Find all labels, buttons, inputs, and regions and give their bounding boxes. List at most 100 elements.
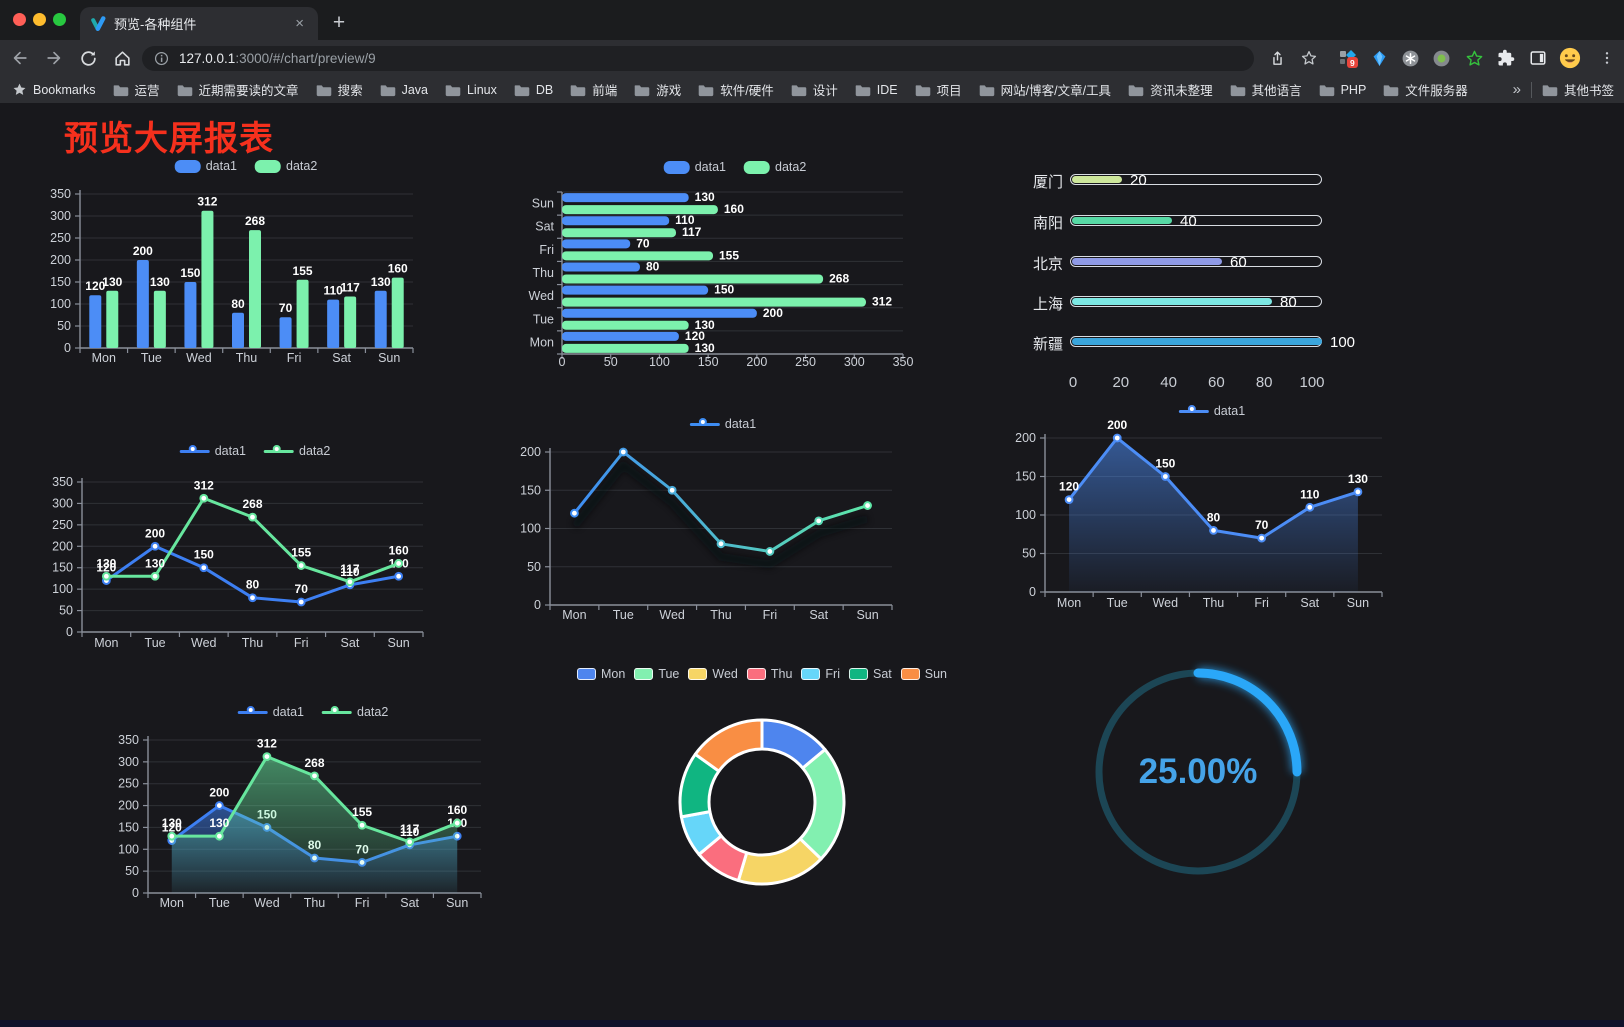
back-icon[interactable] xyxy=(6,44,34,72)
bar-data2[interactable] xyxy=(562,205,718,215)
bookmark-folder-13[interactable]: 资讯未整理 xyxy=(1128,80,1213,99)
bookmark-folder-3[interactable]: Java xyxy=(380,83,428,97)
data-point[interactable] xyxy=(150,541,160,551)
data-point[interactable] xyxy=(199,563,209,573)
bar-data2[interactable] xyxy=(344,296,357,348)
pie-slice-wed[interactable] xyxy=(736,837,823,886)
address-bar[interactable]: 127.0.0.1:3000/#/chart/preview/9 xyxy=(142,46,1254,71)
data-point[interactable] xyxy=(262,752,272,762)
data-point[interactable] xyxy=(214,801,224,810)
extension-dot-icon[interactable] xyxy=(1428,45,1454,71)
data-point[interactable] xyxy=(570,508,579,518)
share-icon[interactable] xyxy=(1264,45,1290,71)
legend-item-wed[interactable]: Wed xyxy=(688,667,738,681)
data-point[interactable] xyxy=(1209,526,1218,535)
legend-item-mon[interactable]: Mon xyxy=(576,667,625,681)
legend-item-data1[interactable]: data1 xyxy=(174,159,237,173)
tab-close-icon[interactable]: × xyxy=(295,15,304,32)
capsule-track[interactable]: 40 xyxy=(1070,213,1322,230)
bar-data2[interactable] xyxy=(296,279,309,348)
bar-data2[interactable] xyxy=(562,274,824,284)
data-point[interactable] xyxy=(618,447,628,457)
bar-data2[interactable] xyxy=(153,290,166,348)
bar-data1[interactable] xyxy=(184,282,197,348)
other-bookmarks-folder[interactable]: 其他书签 xyxy=(1542,80,1614,99)
bar-data2[interactable] xyxy=(562,320,689,330)
bookmark-folder-7[interactable]: 游戏 xyxy=(634,80,681,99)
data-point[interactable] xyxy=(199,493,209,503)
bookmark-folder-12[interactable]: 网站/博客/文章/工具 xyxy=(979,80,1111,99)
bookmark-folder-9[interactable]: 设计 xyxy=(791,80,838,99)
zoom-window-button[interactable] xyxy=(53,13,66,26)
bookmark-folder-2[interactable]: 搜索 xyxy=(316,80,363,99)
data-point[interactable] xyxy=(765,547,775,556)
legend-item-data2[interactable]: data2 xyxy=(744,160,806,174)
extension-star-icon[interactable] xyxy=(1461,45,1487,71)
site-info-icon[interactable] xyxy=(154,51,169,66)
data-point[interactable] xyxy=(814,516,824,526)
bookmark-folder-14[interactable]: 其他语言 xyxy=(1230,80,1302,99)
bookmark-folder-4[interactable]: Linux xyxy=(445,83,497,97)
bookmark-folder-0[interactable]: 运营 xyxy=(113,80,160,99)
pie-slice-tue[interactable] xyxy=(798,748,846,861)
forward-icon[interactable] xyxy=(40,44,68,72)
data-point[interactable] xyxy=(101,571,111,581)
bar-data1[interactable] xyxy=(562,308,757,318)
bookmark-folder-6[interactable]: 前端 xyxy=(570,80,617,99)
browser-menu-icon[interactable] xyxy=(1594,45,1620,71)
legend-item-data1[interactable]: data1 xyxy=(237,705,304,719)
bar-data1[interactable] xyxy=(562,331,679,341)
legend-item-data1[interactable]: data1 xyxy=(663,160,726,174)
bar-data2[interactable] xyxy=(562,251,714,261)
browser-tab[interactable]: 预览-各种组件 × xyxy=(80,7,318,40)
legend-item-fri[interactable]: Fri xyxy=(801,667,840,681)
bookmark-star-icon[interactable] xyxy=(1296,45,1322,71)
data-point[interactable] xyxy=(863,501,872,510)
side-panel-icon[interactable] xyxy=(1525,45,1551,71)
bar-data2[interactable] xyxy=(391,277,404,348)
extension-proxy-icon[interactable]: 9 xyxy=(1335,45,1361,71)
bar-data2[interactable] xyxy=(562,343,689,353)
minimize-window-button[interactable] xyxy=(33,13,46,26)
data-point[interactable] xyxy=(716,539,726,549)
data-point[interactable] xyxy=(1112,433,1122,443)
bar-data1[interactable] xyxy=(562,285,709,295)
data-point[interactable] xyxy=(1160,472,1170,481)
data-point[interactable] xyxy=(357,820,367,830)
bookmark-folder-1[interactable]: 近期需要读的文章 xyxy=(177,80,299,99)
pie-slice-sun[interactable] xyxy=(693,718,764,773)
bookmark-folder-11[interactable]: 项目 xyxy=(915,80,962,99)
data-point[interactable] xyxy=(296,561,306,570)
extension-gem-icon[interactable] xyxy=(1366,45,1392,71)
data-point[interactable] xyxy=(345,577,355,587)
capsule-track[interactable]: 100 xyxy=(1070,334,1355,351)
legend-item-data2[interactable]: data2 xyxy=(322,705,388,719)
data-point[interactable] xyxy=(248,593,257,603)
profile-avatar[interactable] xyxy=(1557,45,1583,71)
data-point[interactable] xyxy=(310,771,319,781)
legend-item-thu[interactable]: Thu xyxy=(746,667,792,681)
extensions-puzzle-icon[interactable] xyxy=(1493,45,1519,71)
data-point[interactable] xyxy=(1353,487,1363,497)
bar-data1[interactable] xyxy=(562,239,631,249)
data-point[interactable] xyxy=(394,571,404,581)
bar-data2[interactable] xyxy=(249,230,261,348)
data-point[interactable] xyxy=(167,831,177,841)
legend-item-sat[interactable]: Sat xyxy=(849,667,892,681)
legend-item-data1[interactable]: data1 xyxy=(1178,404,1245,418)
bar-data1[interactable] xyxy=(232,312,244,348)
bar-data1[interactable] xyxy=(279,317,292,348)
bar-data2[interactable] xyxy=(201,210,214,348)
bookmark-folder-15[interactable]: PHP xyxy=(1319,83,1366,97)
bookmark-folder-10[interactable]: IDE xyxy=(855,83,898,97)
legend-item-data1[interactable]: data1 xyxy=(179,444,246,458)
data-point[interactable] xyxy=(405,837,415,847)
bookmark-folder-8[interactable]: 软件/硬件 xyxy=(698,80,774,99)
data-point[interactable] xyxy=(214,831,224,841)
bar-data1[interactable] xyxy=(136,260,149,348)
bar-data1[interactable] xyxy=(327,299,340,348)
data-point[interactable] xyxy=(667,485,677,495)
bookmarks-overflow-icon[interactable]: » xyxy=(1512,81,1521,98)
capsule-track[interactable]: 80 xyxy=(1070,294,1322,311)
data-point[interactable] xyxy=(296,597,306,607)
